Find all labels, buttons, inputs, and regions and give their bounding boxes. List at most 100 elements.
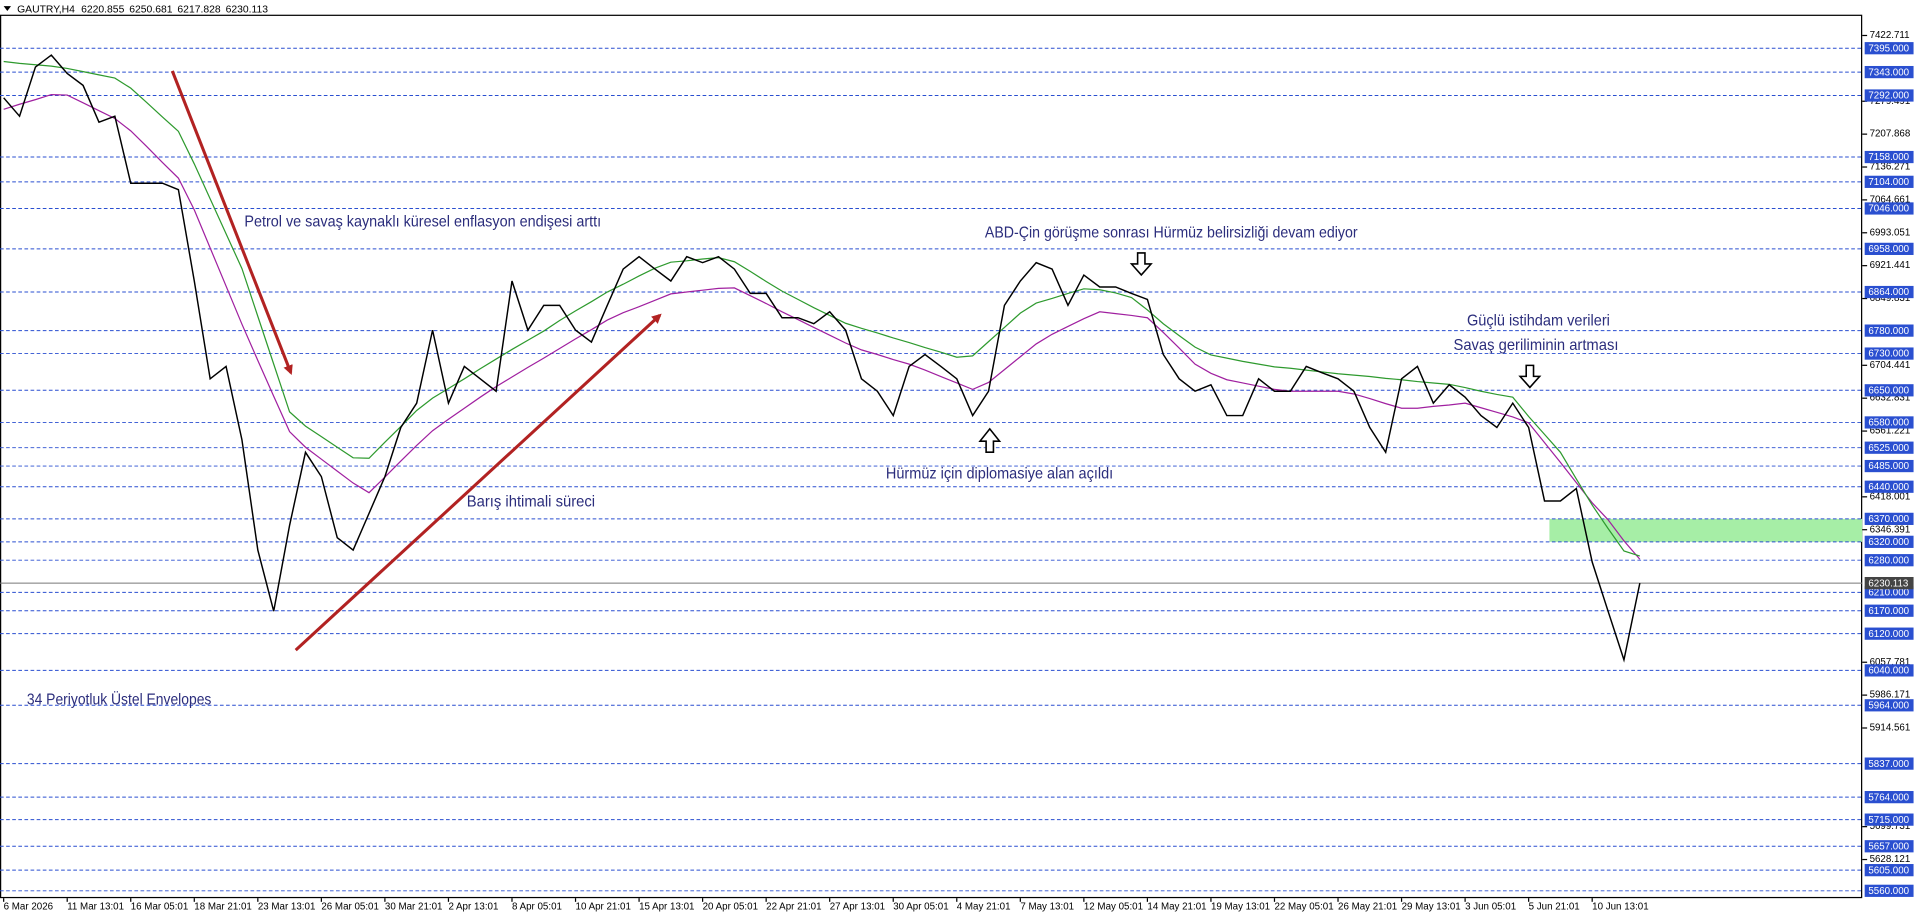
y-tick-label: 6561.221 (1870, 426, 1911, 437)
y-tick-label: 6346.391 (1870, 524, 1911, 535)
text-layer: 7422.7117279.4917207.8687136.2717064.661… (4, 5, 1914, 912)
y-tick-label: 6704.441 (1870, 360, 1911, 371)
level-label: 6370.000 (1868, 514, 1909, 525)
level-label: 6730.000 (1868, 349, 1909, 360)
level-label-bg (1864, 864, 1914, 877)
y-tick-label: 7064.661 (1870, 194, 1911, 205)
level-label: 5715.000 (1868, 815, 1909, 826)
level-label-bg (1864, 699, 1914, 712)
level-label: 7292.000 (1868, 91, 1909, 102)
level-label-bg (1864, 42, 1914, 55)
ohlc-value: 6250.681 (129, 5, 173, 16)
level-label-bg (1864, 627, 1914, 640)
level-label: 6280.000 (1868, 555, 1909, 566)
level-label-bg (1864, 535, 1914, 548)
level-label-bg (1864, 242, 1914, 255)
ohlc-value: 6230.113 (226, 5, 269, 16)
ohlc-value: 6217.828 (177, 5, 221, 16)
x-tick-label: 10 Apr 21:01 (576, 901, 631, 912)
x-tick-label: 23 Mar 13:01 (258, 901, 316, 912)
x-tick-label: 12 May 05:01 (1084, 901, 1143, 912)
x-tick-label: 26 May 21:01 (1338, 901, 1397, 912)
x-tick-label: 2 Apr 13:01 (448, 901, 498, 912)
x-tick-label: 30 Apr 05:01 (893, 901, 948, 912)
x-tick-label: 6 Mar 2026 (4, 901, 53, 912)
level-label-bg (1864, 459, 1914, 473)
x-tick-label: 7 May 13:01 (1020, 901, 1074, 912)
annotation: Savaş geriliminin artması (1453, 337, 1618, 354)
level-label-bg (1864, 604, 1914, 617)
x-tick-label: 16 Mar 05:01 (131, 901, 189, 912)
annotation: ABD-Çin görüşme sonrası Hürmüz belirsizl… (985, 225, 1358, 242)
level-label: 5560.000 (1868, 886, 1909, 897)
level-label-bg (1864, 813, 1914, 826)
series-line (3, 93, 1641, 560)
last-price-bg (1864, 576, 1914, 590)
level-label-bg (1864, 757, 1914, 770)
level-label-bg (1864, 347, 1914, 360)
annotation: Barış ihtimali süreci (467, 493, 595, 510)
y-tick-label: 5628.121 (1870, 854, 1911, 865)
level-label: 5837.000 (1868, 759, 1909, 770)
symbol: GAUTRY,H4 (17, 5, 75, 16)
y-tick-label: 5986.171 (1870, 690, 1911, 701)
level-label: 6210.000 (1868, 588, 1909, 599)
level-label: 6780.000 (1868, 326, 1909, 337)
x-tick-label: 22 May 05:01 (1274, 901, 1333, 912)
annotation: 34 Periyotluk Üstel Envelopes (27, 690, 212, 708)
x-tick-label: 29 May 13:01 (1402, 901, 1461, 912)
level-label-bg (1864, 175, 1914, 188)
red-arrow (294, 313, 662, 652)
level-label: 6650.000 (1868, 385, 1909, 396)
arrows (3, 6, 1542, 652)
x-tick-label: 10 Jun 13:01 (1592, 901, 1648, 912)
x-tick-label: 15 Apr 13:01 (639, 901, 694, 912)
level-label-bg (1864, 202, 1914, 215)
level-label: 5764.000 (1868, 792, 1909, 803)
level-label: 5605.000 (1868, 865, 1909, 876)
annotation: Güçlü istihdam verileri (1467, 313, 1610, 330)
level-label-bg (1864, 65, 1914, 79)
y-tick-label: 6632.831 (1870, 393, 1911, 404)
level-label: 7158.000 (1868, 152, 1909, 163)
level-label-bg (1864, 512, 1914, 525)
red-arrow (170, 70, 293, 375)
y-tick-label: 7136.271 (1870, 162, 1911, 173)
series-line (3, 60, 1641, 557)
y-tick-label: 6418.001 (1870, 491, 1911, 502)
down-arrow (1518, 364, 1542, 389)
y-tick-label: 5914.561 (1870, 723, 1911, 734)
x-tick-label: 14 May 21:01 (1147, 901, 1206, 912)
series-line (3, 54, 1641, 663)
x-tick-label: 26 Mar 05:01 (321, 901, 379, 912)
level-label-bg (1864, 480, 1914, 493)
plot-frame (0, 14, 1863, 899)
x-tick-label: 27 Apr 13:01 (830, 901, 885, 912)
x-tick-label: 30 Mar 21:01 (385, 901, 443, 912)
level-label: 6320.000 (1868, 537, 1909, 548)
y-tick-label: 7422.711 (1870, 30, 1910, 41)
level-label: 7104.000 (1868, 177, 1909, 188)
zone (1549, 518, 1863, 542)
level-label: 6040.000 (1868, 666, 1909, 677)
y-tick-label: 6057.781 (1870, 657, 1911, 668)
up-arrow (978, 427, 1002, 453)
x-tick-label: 19 May 13:01 (1211, 901, 1270, 912)
level-label-bg (1864, 791, 1914, 804)
level-label-bg (1864, 324, 1914, 337)
x-tick-label: 11 Mar 13:01 (67, 901, 124, 912)
annotation: Hürmüz için diplomasiye alan açıldı (886, 465, 1113, 482)
level-label-bg (1864, 884, 1914, 897)
level-label: 7046.000 (1868, 204, 1909, 215)
level-label-bg (1864, 384, 1914, 397)
zone-layer (1549, 518, 1863, 542)
lines-layer (3, 54, 1641, 663)
x-tick-label: 22 Apr 21:01 (766, 901, 821, 912)
level-label-bg (1864, 441, 1914, 454)
level-label: 7343.000 (1868, 67, 1909, 78)
last-price-label: 6230.113 (1868, 578, 1908, 589)
y-tick-label: 6993.051 (1870, 227, 1911, 238)
level-label: 5964.000 (1868, 700, 1909, 711)
